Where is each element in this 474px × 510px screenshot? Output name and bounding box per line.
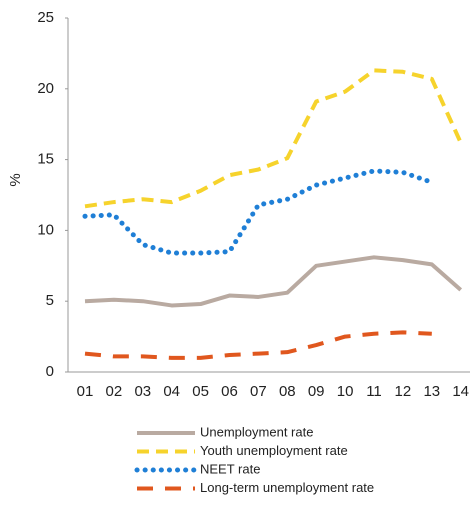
x-tick-label: 04 xyxy=(163,383,180,400)
legend-label: Youth unemployment rate xyxy=(200,443,348,458)
y-tick-label: 10 xyxy=(37,221,54,238)
legend-label: Unemployment rate xyxy=(200,424,313,439)
x-tick-label: 02 xyxy=(106,383,123,400)
y-tick-label: 25 xyxy=(37,9,54,26)
x-tick-label: 01 xyxy=(77,383,94,400)
legend-label: NEET rate xyxy=(200,461,260,476)
x-tick-label: 03 xyxy=(134,383,151,400)
x-tick-label: 11 xyxy=(366,383,382,400)
y-tick-label: 0 xyxy=(46,363,54,380)
x-tick-label: 06 xyxy=(221,383,238,400)
y-tick-label: 15 xyxy=(37,151,54,168)
series-line xyxy=(84,330,432,360)
legend: Unemployment rate Youth unemployment rate… xyxy=(134,424,374,495)
x-tick-label: 13 xyxy=(423,383,440,400)
x-tick-label: 08 xyxy=(279,383,296,400)
x-tick-label: 10 xyxy=(337,383,354,400)
y-tick-label: 5 xyxy=(46,292,54,309)
y-tick-label: 20 xyxy=(37,80,54,97)
legend-label: Long-term unemployment rate xyxy=(200,480,374,495)
x-tick-label: 12 xyxy=(395,383,412,400)
series-line xyxy=(84,68,463,209)
y-axis-label: % xyxy=(7,173,24,186)
x-tick-label: 09 xyxy=(308,383,325,400)
series-line xyxy=(82,168,435,256)
x-tick-label: 14 xyxy=(452,383,469,400)
series-line xyxy=(84,255,463,308)
x-tick-label: 07 xyxy=(250,383,267,400)
x-tick-label: 05 xyxy=(192,383,209,400)
